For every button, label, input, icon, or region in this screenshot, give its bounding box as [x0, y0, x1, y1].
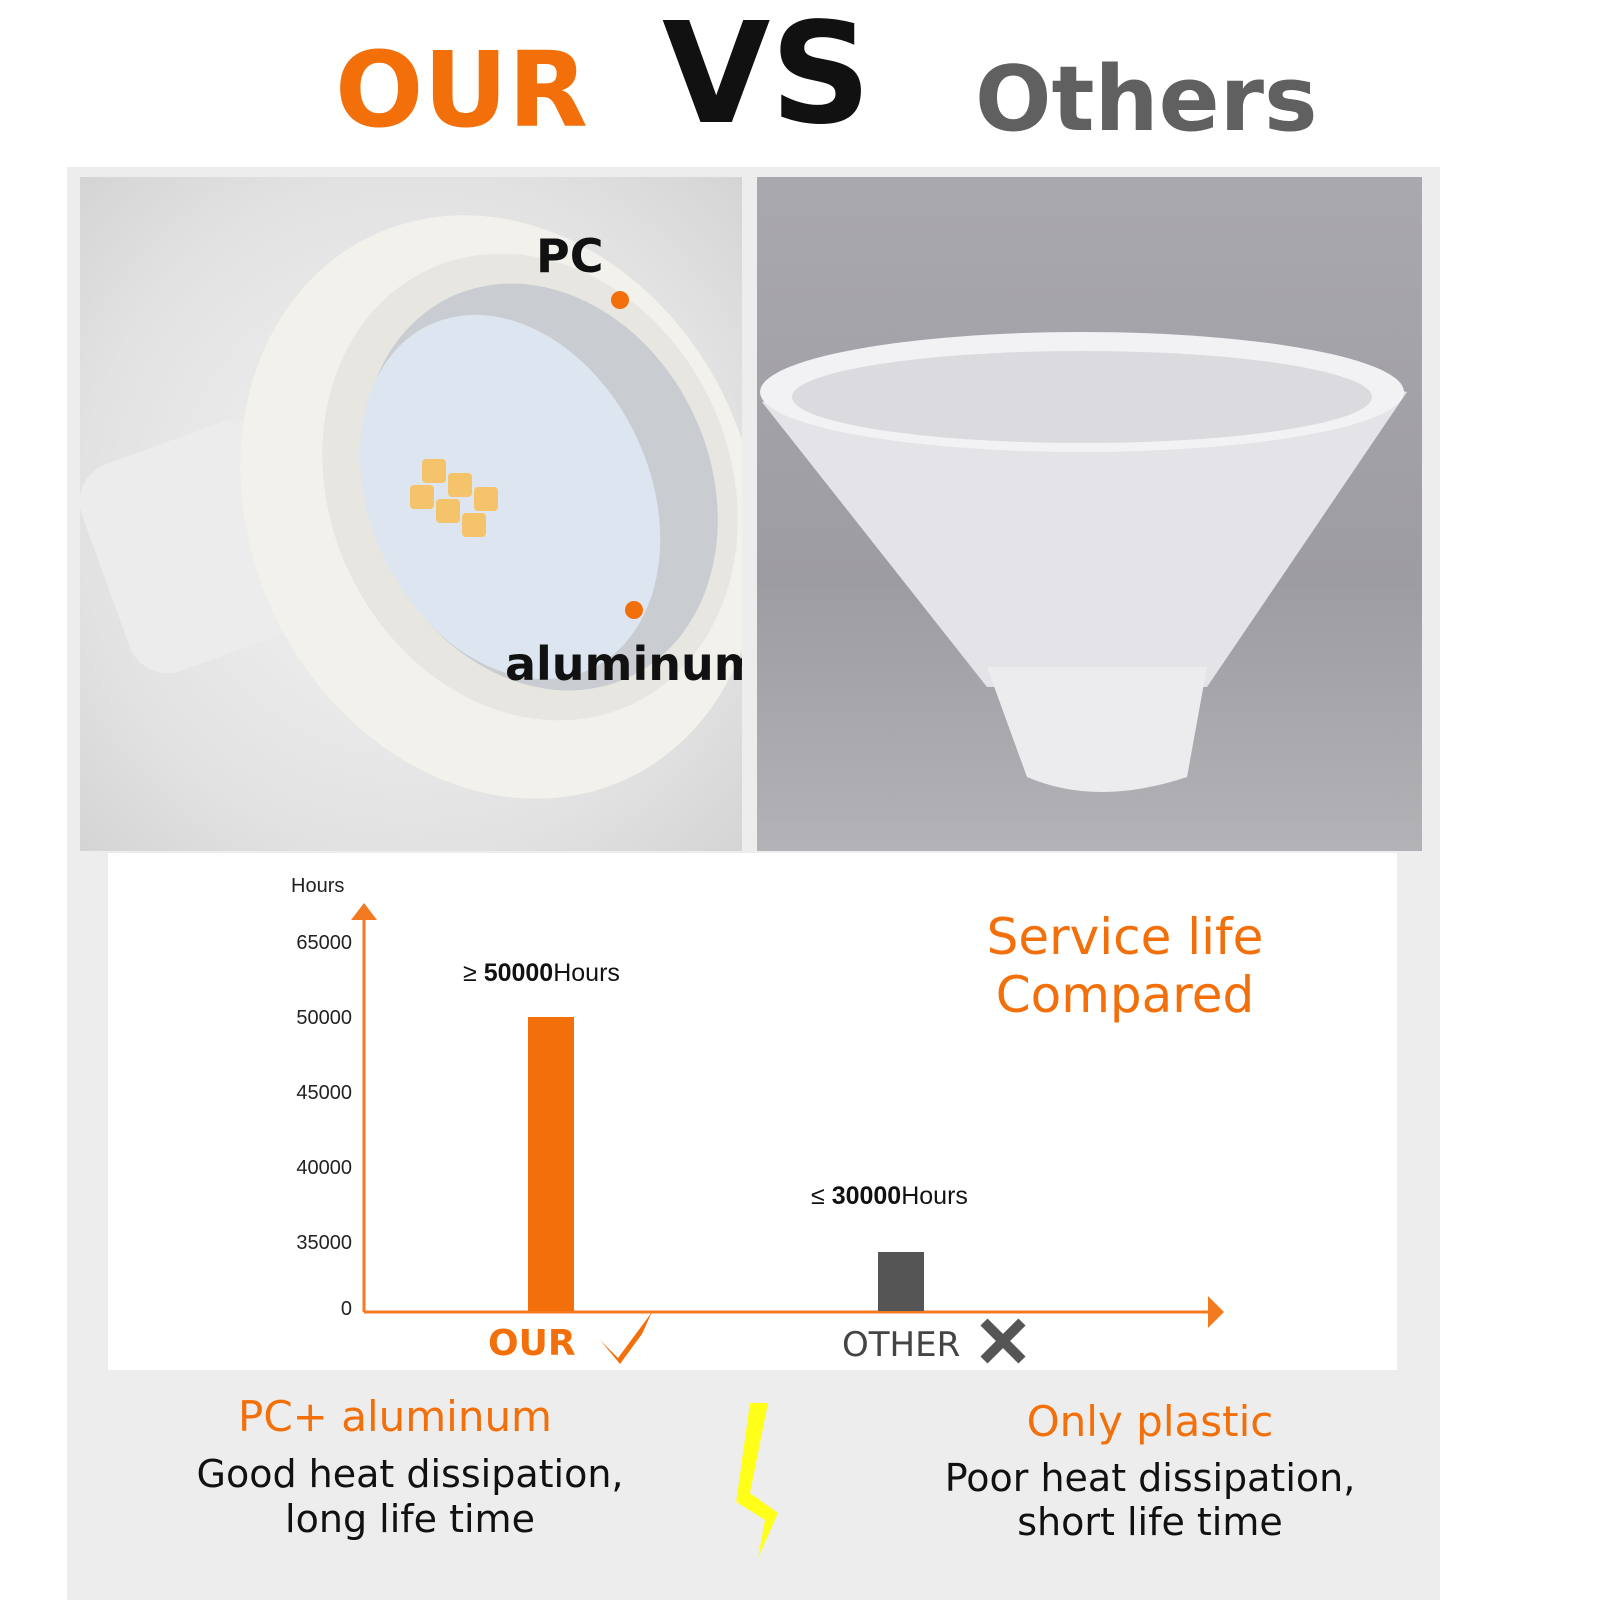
cross-icon [980, 1318, 1026, 1364]
service-life-chart: 0 35000 40000 45000 50000 65000 Hours Service… [108, 853, 1397, 1370]
le-symbol: ≤ [811, 1182, 825, 1210]
chart-title: Service life Compared [986, 908, 1264, 1024]
y-axis-label: Hours [291, 875, 345, 897]
lightning-icon [736, 1403, 778, 1558]
bar-label-value: 50000 [483, 959, 554, 987]
bar-our [528, 1017, 574, 1311]
others-heading: Others [975, 47, 1318, 152]
aluminum-label: aluminum [505, 637, 742, 691]
x-axis-arrow [1208, 1296, 1224, 1328]
left-title: PC+ aluminum [238, 1392, 552, 1441]
check-icon [600, 1312, 652, 1364]
bar-other [878, 1252, 924, 1311]
y-tick-label: 50000 [296, 1007, 352, 1029]
pc-label: PC [536, 229, 604, 283]
category-label-other: OTHER [842, 1325, 961, 1365]
plastic-bulb-illustration [760, 332, 1407, 792]
right-line1: Poor heat dissipation, [944, 1456, 1356, 1500]
left-line1: Good heat dissipation, [196, 1452, 624, 1496]
our-heading: OUR [335, 29, 588, 151]
y-tick-label: 35000 [296, 1232, 352, 1254]
others-bulb-photo [757, 177, 1422, 851]
left-line2: long life time [285, 1497, 535, 1541]
bar-label-unit: Hours [901, 1182, 968, 1210]
ge-symbol: ≥ [463, 959, 477, 987]
y-tick-label: 65000 [296, 932, 352, 954]
chart-canvas: 0 35000 40000 45000 50000 65000 [296, 903, 1224, 1328]
our-bulb-photo: PC aluminum [80, 177, 742, 851]
bar-label-value: 30000 [831, 1182, 902, 1210]
gu10-bulb-illustration [80, 215, 742, 799]
bar-label-other: ≤ 30000Hours [811, 1182, 968, 1211]
right-title: Only plastic [1026, 1397, 1274, 1446]
right-line2: short life time [1017, 1500, 1283, 1544]
bar-label-unit: Hours [553, 959, 620, 987]
y-tick-label: 45000 [296, 1082, 352, 1104]
y-tick-label: 40000 [296, 1157, 352, 1179]
category-label-our: OUR [488, 1323, 576, 1364]
y-tick-label: 0 [341, 1298, 352, 1320]
bar-label-our: ≥ 50000Hours [463, 959, 620, 988]
vs-heading: VS [662, 0, 872, 156]
y-axis-arrow [351, 903, 377, 920]
